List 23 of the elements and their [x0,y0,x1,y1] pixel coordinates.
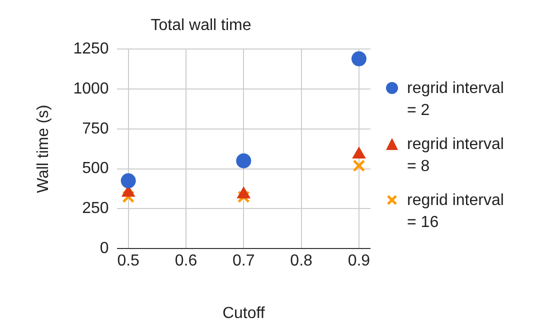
x-tick-label: 0.8 [290,252,313,270]
point [351,51,366,66]
y-axis-title: Wall time (s) [35,104,52,194]
x-tick-label: 0.9 [348,252,370,270]
chart-title: Total wall time [150,17,252,34]
y-tick-label: 500 [82,160,109,178]
point [352,159,366,172]
y-tick-label: 250 [82,200,109,218]
x-tick-label: 0.6 [174,252,198,270]
x-axis-title: Cutoff [222,304,266,322]
x-tick-label: 0.7 [232,252,255,270]
y-tick-label: 0 [100,240,109,258]
legend-label: regrid interval = 8 [407,135,505,177]
point [236,153,252,168]
legend-label: regrid interval = 16 [407,191,505,233]
y-tick-label: 1250 [73,40,109,58]
point [122,190,135,203]
point [120,173,136,188]
y-tick-label: 750 [82,120,109,138]
point [237,190,250,203]
x-tick-label: 0.5 [117,252,140,270]
legend-label: regrid interval = 2 [407,79,505,121]
y-tick-label: 1000 [73,80,109,98]
